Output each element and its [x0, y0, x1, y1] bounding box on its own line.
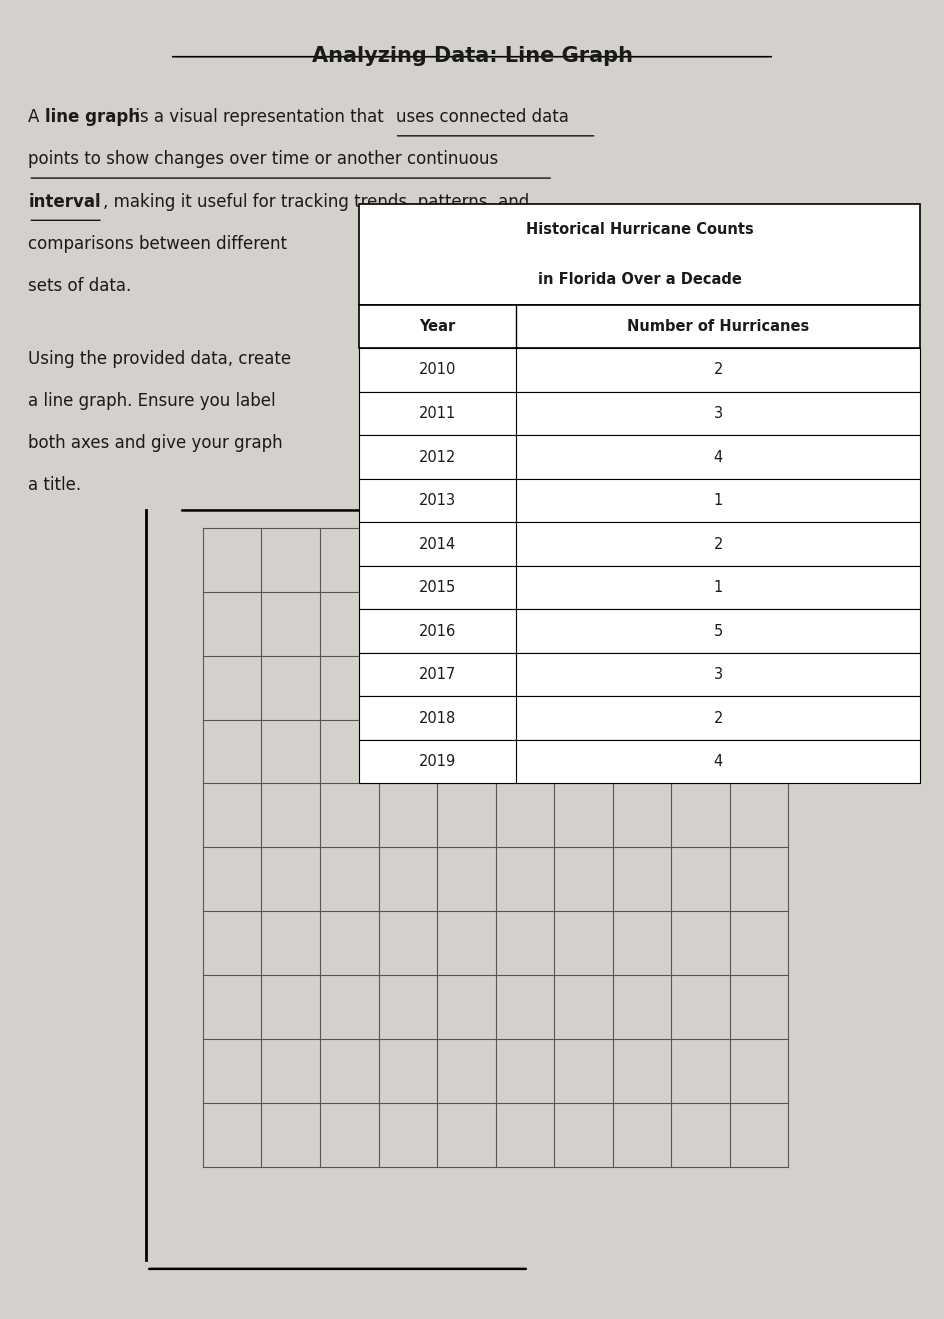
Text: is a visual representation that: is a visual representation that [130, 108, 389, 127]
Text: 2018: 2018 [419, 711, 456, 725]
Text: 2: 2 [714, 537, 723, 551]
FancyBboxPatch shape [359, 740, 920, 783]
FancyBboxPatch shape [359, 305, 920, 348]
Text: A: A [28, 108, 45, 127]
FancyBboxPatch shape [359, 609, 920, 653]
Text: comparisons between different: comparisons between different [28, 235, 287, 253]
Text: 2013: 2013 [419, 493, 456, 508]
FancyBboxPatch shape [359, 479, 920, 522]
Text: 2019: 2019 [419, 754, 456, 769]
Text: Analyzing Data: Line Graph: Analyzing Data: Line Graph [312, 46, 632, 66]
FancyBboxPatch shape [359, 204, 920, 305]
Text: 2012: 2012 [419, 450, 456, 464]
FancyBboxPatch shape [359, 696, 920, 740]
Text: 2: 2 [714, 363, 723, 377]
Text: both axes and give your graph: both axes and give your graph [28, 434, 283, 452]
Text: 2017: 2017 [419, 667, 456, 682]
FancyBboxPatch shape [359, 566, 920, 609]
Text: 2016: 2016 [419, 624, 456, 638]
Text: 2015: 2015 [419, 580, 456, 595]
Text: , making it useful for tracking trends, patterns, and: , making it useful for tracking trends, … [103, 193, 530, 211]
FancyBboxPatch shape [359, 653, 920, 696]
Text: points to show changes over time or another continuous: points to show changes over time or anot… [28, 150, 498, 169]
Text: 4: 4 [714, 450, 723, 464]
FancyBboxPatch shape [359, 348, 920, 392]
Text: 4: 4 [714, 754, 723, 769]
Text: Number of Hurricanes: Number of Hurricanes [627, 319, 809, 334]
Text: sets of data.: sets of data. [28, 277, 131, 295]
Text: 2011: 2011 [419, 406, 456, 421]
Text: in Florida Over a Decade: in Florida Over a Decade [538, 272, 741, 288]
Text: 2014: 2014 [419, 537, 456, 551]
Text: Using the provided data, create: Using the provided data, create [28, 350, 292, 368]
Text: 2010: 2010 [419, 363, 456, 377]
Text: Year: Year [419, 319, 456, 334]
Text: 2: 2 [714, 711, 723, 725]
Text: a line graph. Ensure you label: a line graph. Ensure you label [28, 392, 276, 410]
Text: Historical Hurricane Counts: Historical Hurricane Counts [526, 222, 753, 237]
FancyBboxPatch shape [359, 435, 920, 479]
Text: 1: 1 [714, 580, 723, 595]
FancyBboxPatch shape [359, 522, 920, 566]
Text: line graph: line graph [45, 108, 141, 127]
Text: 5: 5 [714, 624, 723, 638]
Text: interval: interval [28, 193, 101, 211]
Text: a title.: a title. [28, 476, 81, 495]
Text: 3: 3 [714, 667, 723, 682]
Text: 1: 1 [714, 493, 723, 508]
Text: 3: 3 [714, 406, 723, 421]
Text: uses connected data: uses connected data [396, 108, 569, 127]
FancyBboxPatch shape [359, 392, 920, 435]
